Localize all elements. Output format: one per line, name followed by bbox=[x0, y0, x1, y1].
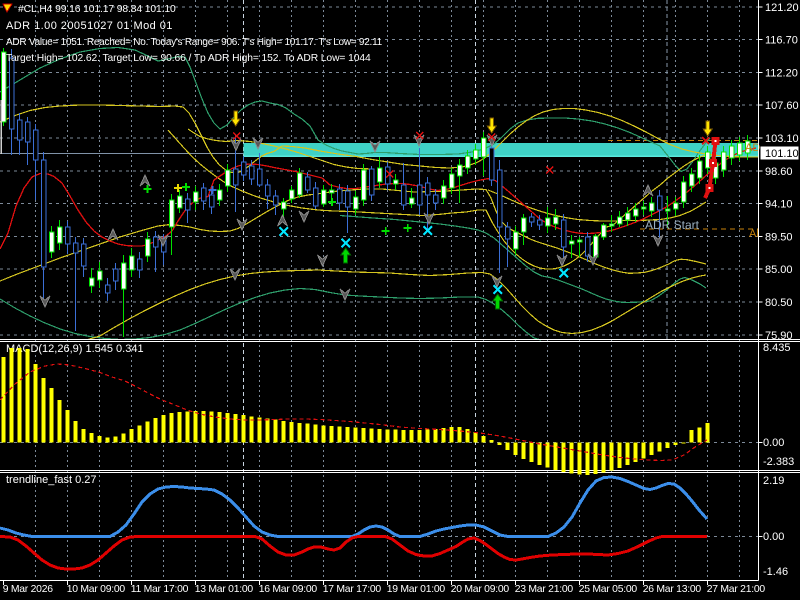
svg-text:16 Mar 09:00: 16 Mar 09:00 bbox=[259, 584, 318, 595]
svg-text:20 Mar 09:00: 20 Mar 09:00 bbox=[451, 584, 510, 595]
svg-text:-2.383: -2.383 bbox=[763, 456, 794, 468]
svg-text:23 Mar 21:00: 23 Mar 21:00 bbox=[515, 584, 574, 595]
svg-text:112.20: 112.20 bbox=[765, 67, 798, 79]
svg-text:25 Mar 05:00: 25 Mar 05:00 bbox=[579, 584, 638, 595]
svg-text:Target High= 102.62. Target Lo: Target High= 102.62. Target Low= 90.66 /… bbox=[6, 53, 371, 64]
svg-text:8.435: 8.435 bbox=[763, 342, 791, 354]
svg-text:75.90: 75.90 bbox=[765, 330, 793, 342]
svg-text:10 Mar 09:00: 10 Mar 09:00 bbox=[67, 584, 126, 595]
svg-text:17 Mar 17:00: 17 Mar 17:00 bbox=[323, 584, 382, 595]
svg-text:ADR Start: ADR Start bbox=[645, 218, 700, 232]
svg-text:26 Mar 13:00: 26 Mar 13:00 bbox=[643, 584, 702, 595]
svg-text:19 Mar 01:00: 19 Mar 01:00 bbox=[387, 584, 446, 595]
svg-text:0.00: 0.00 bbox=[763, 531, 784, 543]
svg-text:trendline_fast 0.27: trendline_fast 0.27 bbox=[6, 474, 97, 486]
svg-text:80.50: 80.50 bbox=[765, 297, 793, 309]
svg-text:#CL,H4 99.16 101.17 98.84 101: #CL,H4 99.16 101.17 98.84 101.10 bbox=[18, 4, 176, 15]
svg-text:2.19: 2.19 bbox=[763, 475, 784, 487]
svg-text:27 Mar 21:00: 27 Mar 21:00 bbox=[707, 584, 766, 595]
svg-text:89.50: 89.50 bbox=[765, 231, 793, 243]
svg-text:ADR 1.00 20051027 01 Mod 01: ADR 1.00 20051027 01 Mod 01 bbox=[6, 20, 173, 32]
svg-text:9 Mar 2026: 9 Mar 2026 bbox=[3, 584, 54, 595]
svg-text:94.10: 94.10 bbox=[765, 199, 793, 211]
svg-text:ADR Value= 1051. Reached= No.: ADR Value= 1051. Reached= No. Today's Ra… bbox=[6, 37, 383, 48]
svg-text:0.00: 0.00 bbox=[763, 437, 784, 449]
svg-text:11 Mar 17:00: 11 Mar 17:00 bbox=[131, 584, 189, 595]
svg-text:AD: AD bbox=[745, 142, 760, 154]
svg-text:Al: Al bbox=[749, 228, 759, 240]
svg-text:116.70: 116.70 bbox=[765, 35, 798, 47]
svg-text:121.20: 121.20 bbox=[765, 2, 799, 14]
svg-text:-1.46: -1.46 bbox=[763, 566, 788, 578]
svg-text:MACD(12,26,9) 1.545 0.341: MACD(12,26,9) 1.545 0.341 bbox=[6, 343, 144, 355]
svg-text:103.10: 103.10 bbox=[765, 133, 799, 145]
svg-text:85.00: 85.00 bbox=[765, 264, 793, 276]
svg-text:107.60: 107.60 bbox=[765, 100, 799, 112]
svg-text:98.60: 98.60 bbox=[765, 166, 793, 178]
svg-text:13 Mar 01:00: 13 Mar 01:00 bbox=[195, 584, 254, 595]
svg-text:101.10: 101.10 bbox=[765, 148, 799, 160]
